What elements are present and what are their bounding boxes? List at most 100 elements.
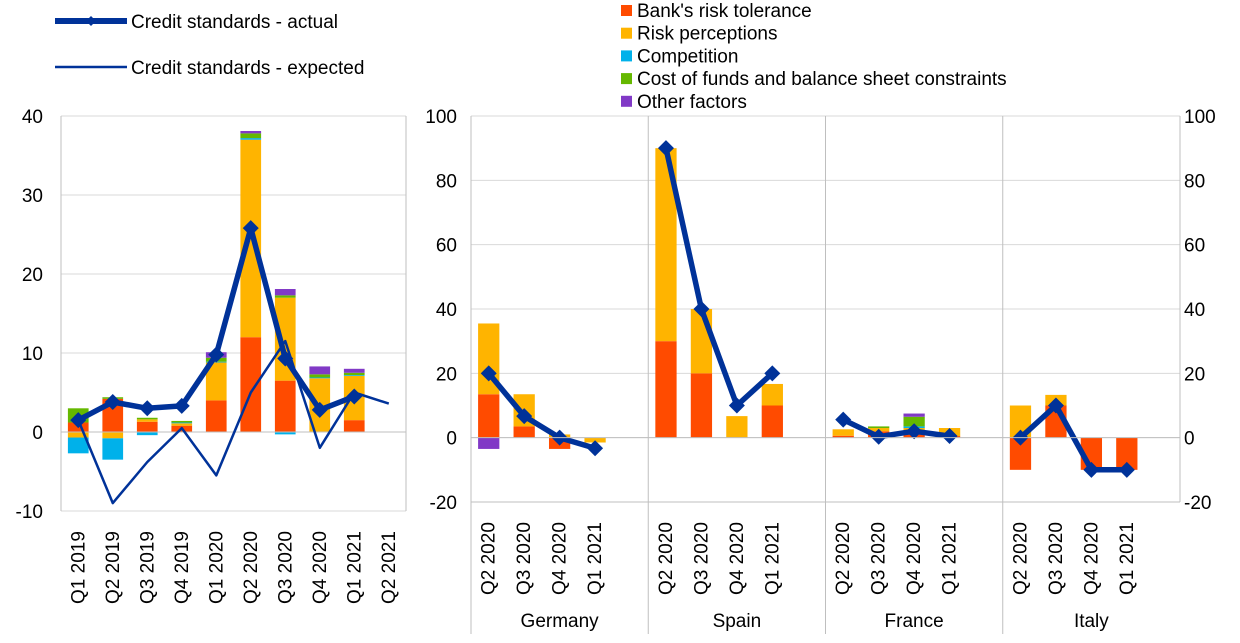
right-bar-other_factors — [478, 437, 500, 449]
left-bar-other_factors — [309, 366, 331, 375]
legend-label-risk_perceptions: Risk perceptions — [637, 24, 777, 45]
left-bar-risk_perceptions — [67, 432, 89, 438]
right-actual-marker — [1083, 461, 1100, 478]
left-ytick-label: 0 — [32, 423, 43, 444]
left-actual-marker — [173, 397, 190, 414]
right-bar-risk_perceptions — [832, 429, 854, 436]
left-bar-other_factors — [274, 289, 296, 296]
right-xtick-label: Q4 2020 — [1081, 522, 1102, 595]
left-bar-cost_of_funds — [343, 372, 365, 376]
left-xtick-label: Q3 2019 — [137, 531, 158, 604]
right-bar-banks_risk_tolerance — [655, 341, 677, 438]
left-bar-banks_risk_tolerance — [343, 420, 365, 432]
left-bar-cost_of_funds — [240, 133, 262, 139]
right-actual-line — [842, 417, 950, 440]
group-label: Germany — [521, 611, 600, 632]
right-ytick-label-right: 0 — [1184, 429, 1195, 450]
right-xtick-label: Q3 2020 — [869, 522, 890, 595]
left-actual-marker — [139, 400, 156, 417]
right-ytick-label-left: 60 — [436, 236, 457, 257]
right-actual-marker — [728, 397, 745, 414]
left-ytick-label: 10 — [22, 344, 43, 365]
left-bar-other_factors — [343, 368, 365, 373]
right-xtick-label: Q1 2021 — [762, 522, 783, 595]
right-bar-banks_risk_tolerance — [513, 426, 535, 438]
right-actual-marker — [1047, 397, 1064, 414]
left-actual-marker — [242, 220, 259, 237]
right-actual-marker — [870, 428, 887, 445]
right-actual-marker — [1118, 461, 1135, 478]
left-bar-risk_perceptions — [205, 362, 227, 401]
legend-actual-label: Credit standards - actual — [131, 12, 338, 33]
left-actual-marker — [104, 393, 121, 410]
legend-label-banks_risk_tolerance: Bank's risk tolerance — [637, 1, 812, 22]
left-expected-line — [77, 339, 390, 505]
right-xtick-label: Q3 2020 — [691, 522, 712, 595]
left-xtick-label: Q2 2021 — [379, 531, 400, 604]
right-xtick-label: Q1 2021 — [585, 522, 606, 595]
legend-actual-marker — [86, 16, 96, 26]
right-ytick-label-left: 40 — [436, 300, 457, 321]
right-xtick-label: Q2 2020 — [833, 522, 854, 595]
right-actual-marker — [516, 408, 533, 425]
left-bar-risk_perceptions — [102, 432, 124, 439]
right-xtick-label: Q1 2021 — [1117, 522, 1138, 595]
legend-swatch-other_factors — [621, 95, 632, 107]
right-xtick-label: Q4 2020 — [904, 522, 925, 595]
left-xtick-label: Q4 2019 — [172, 531, 193, 604]
right-bar-risk_perceptions — [761, 383, 783, 406]
left-bar-cost_of_funds — [171, 420, 193, 423]
left-actual-marker — [311, 401, 328, 418]
right-actual-marker — [941, 428, 958, 445]
left-actual-marker — [208, 346, 225, 363]
left-bar-competition — [343, 375, 365, 376]
right-actual-marker — [906, 423, 923, 440]
left-xtick-label: Q3 2020 — [275, 531, 296, 604]
left-ytick-label: 40 — [22, 107, 43, 128]
right-ytick-label-right: 20 — [1184, 364, 1205, 385]
left-bar-competition — [309, 377, 331, 379]
group-label: Italy — [1074, 611, 1109, 632]
left-bar-cost_of_funds — [309, 374, 331, 378]
left-bar-competition — [240, 138, 262, 140]
left-ytick-label: 30 — [22, 186, 43, 207]
left-bar-banks_risk_tolerance — [274, 380, 296, 432]
right-bar-risk_perceptions — [584, 437, 606, 443]
left-bar-cost_of_funds — [274, 295, 296, 298]
legend-expected-label: Credit standards - expected — [131, 58, 364, 79]
legend-swatch-banks_risk_tolerance — [621, 5, 632, 16]
right-actual-marker — [835, 411, 852, 428]
right-bar-risk_perceptions — [726, 416, 748, 438]
right-actual-marker — [657, 140, 674, 157]
legend-swatch-cost_of_funds — [621, 73, 632, 85]
left-xtick-label: Q2 2019 — [103, 531, 124, 604]
left-bar-other_factors — [240, 131, 262, 134]
right-bar-banks_risk_tolerance — [761, 405, 783, 438]
right-actual-marker — [693, 301, 710, 317]
right-xtick-label: Q2 2020 — [1010, 522, 1031, 595]
right-ytick-label-left: 80 — [436, 171, 457, 192]
right-xtick-label: Q3 2020 — [1046, 522, 1067, 595]
right-ytick-label-right: -20 — [1184, 493, 1211, 514]
right-ytick-label-right: 60 — [1184, 236, 1205, 257]
legend-label-other_factors: Other factors — [637, 92, 747, 113]
right-actual-marker — [480, 365, 497, 382]
right-bar-banks_risk_tolerance — [832, 435, 854, 438]
left-bar-risk_perceptions — [171, 423, 193, 426]
right-bar-banks_risk_tolerance — [1009, 437, 1032, 470]
right-ytick-label-left: 100 — [425, 107, 457, 128]
legend-label-competition: Competition — [637, 46, 738, 67]
right-xtick-label: Q4 2020 — [727, 522, 748, 595]
left-bar-banks_risk_tolerance — [240, 337, 262, 432]
right-ytick-label-left: -20 — [430, 493, 457, 514]
left-bar-competition — [136, 432, 158, 436]
group-label: France — [885, 611, 944, 632]
left-xtick-label: Q1 2020 — [206, 531, 227, 604]
right-ytick-label-right: 80 — [1184, 171, 1205, 192]
left-xtick-label: Q1 2021 — [344, 531, 365, 604]
left-bar-competition — [171, 422, 193, 424]
right-xtick-label: Q1 2021 — [940, 522, 961, 595]
left-xtick-label: Q1 2019 — [68, 531, 89, 604]
right-bar-cost_of_funds — [868, 426, 890, 429]
